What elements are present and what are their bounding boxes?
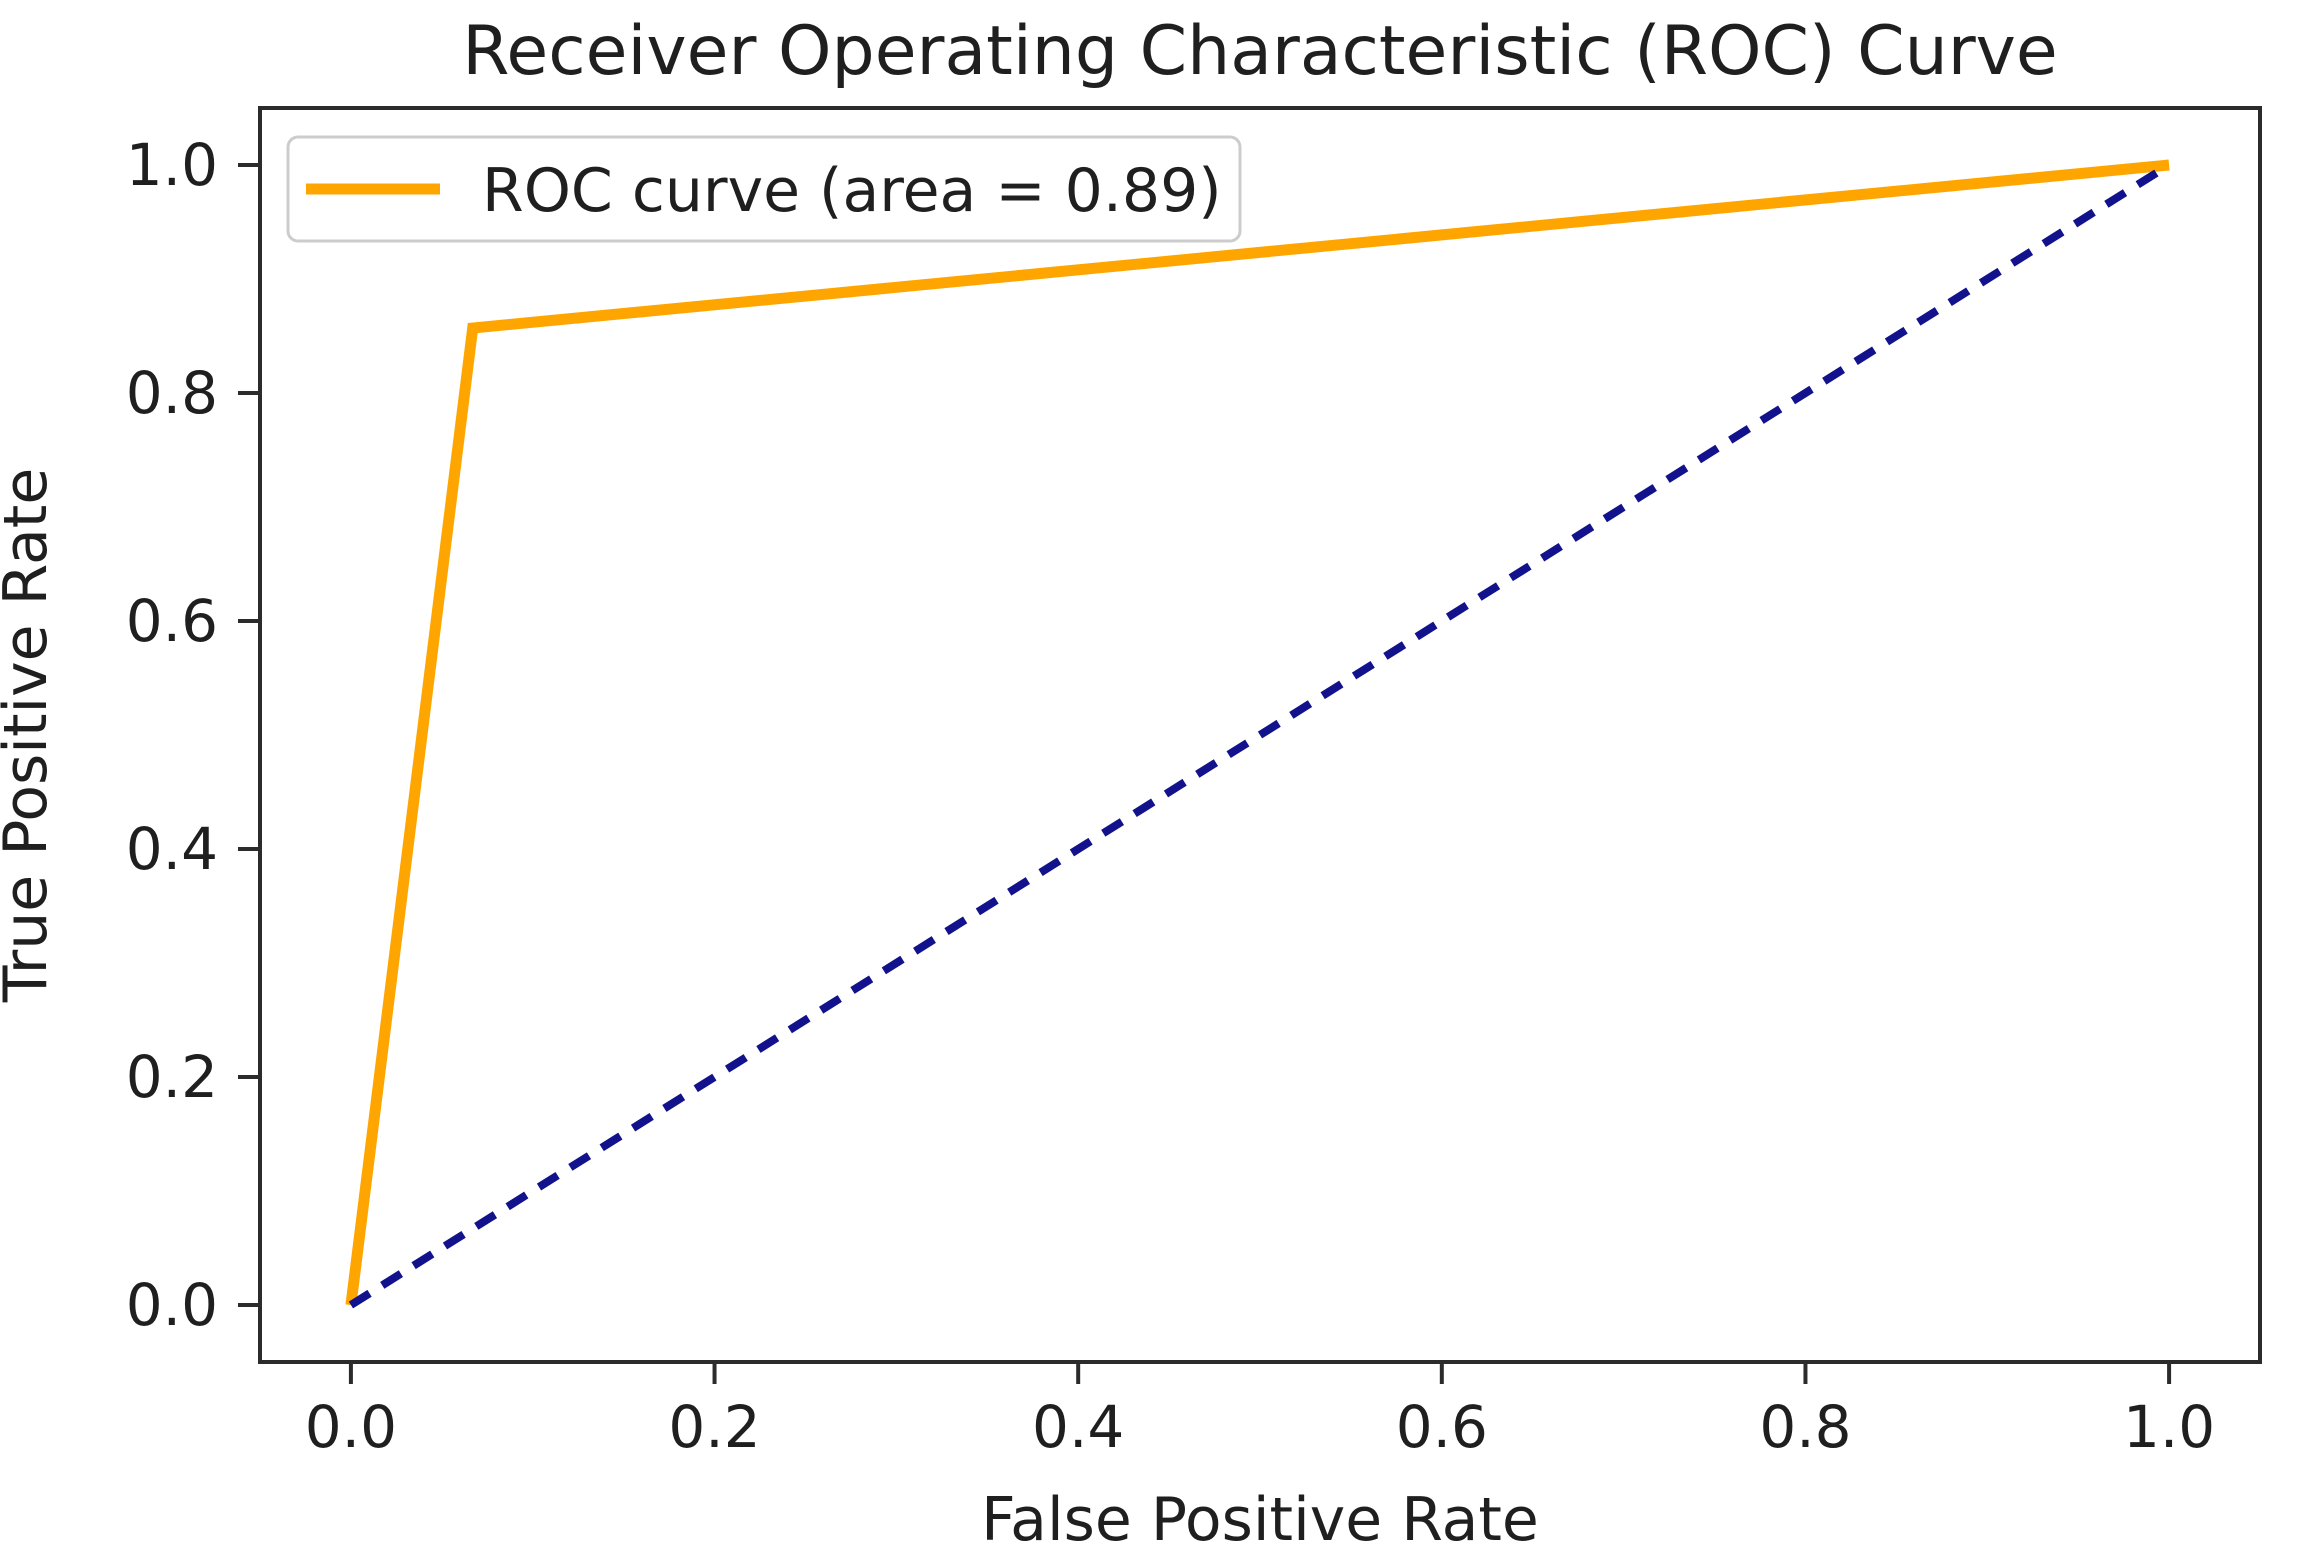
y-axis-label: True Positive Rate (0, 468, 61, 1003)
y-tick-label: 0.2 (126, 1043, 218, 1111)
legend-box (286, 135, 1242, 243)
legend: ROC curve (area = 0.89) (286, 135, 1242, 243)
x-tick-label: 0.6 (1396, 1393, 1488, 1461)
plot-frame (258, 106, 2262, 1364)
chart-title: Receiver Operating Characteristic (ROC) … (462, 12, 2058, 91)
plot-frame-rect (258, 106, 2262, 1364)
y-tick-label: 1.0 (126, 131, 218, 199)
chance-diagonal-line (348, 161, 2172, 1309)
x-tick-label: 0.0 (305, 1393, 397, 1461)
legend-label-roc-curve: ROC curve (area = 0.89) (482, 156, 1222, 226)
y-tick-label: 0.6 (126, 587, 218, 655)
x-axis-label: False Positive Rate (981, 1485, 1539, 1555)
roc-curve-line (345, 159, 2170, 1306)
x-tick-label: 1.0 (2123, 1393, 2215, 1461)
x-axis-ticks: 0.0 0.2 0.4 0.6 0.8 1.0 (305, 1362, 2215, 1461)
x-tick-label: 0.8 (1759, 1393, 1851, 1461)
y-tick-label: 0.0 (126, 1271, 218, 1339)
y-axis-ticks: 0.0 0.2 0.4 0.6 0.8 1.0 (126, 131, 260, 1339)
x-tick-label: 0.2 (668, 1393, 760, 1461)
x-tick-label: 0.4 (1032, 1393, 1124, 1461)
series-lines (345, 159, 2172, 1309)
y-tick-label: 0.4 (126, 815, 218, 883)
y-tick-label: 0.8 (126, 359, 218, 427)
